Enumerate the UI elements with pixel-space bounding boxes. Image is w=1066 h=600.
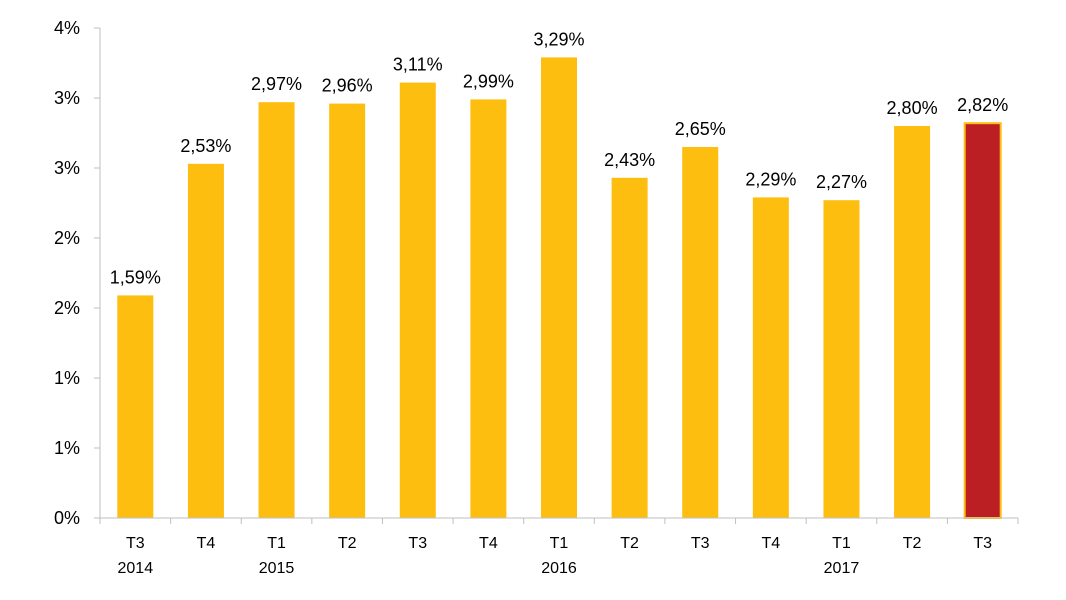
bar [823,200,860,518]
x-tick-label-quarter: T2 [903,535,922,552]
x-tick-label-quarter: T3 [973,535,992,552]
data-labels: 1,59% 2,53% 2,97% 2,96% 3,11% 2,99% 3,29% 2,43%… [110,29,1008,287]
data-label: 2,96% [322,76,373,96]
x-tick-label-year: 2014 [118,560,154,577]
y-tick-label: 4% [54,18,80,38]
data-label: 2,97% [251,74,302,94]
x-tick-label-quarter: T2 [620,535,639,552]
data-label: 2,82% [957,95,1008,115]
x-tick-label-quarter: T3 [126,535,145,552]
x-tick-label-quarter: T4 [479,535,498,552]
x-tick-label-quarter: T2 [338,535,357,552]
data-label: 2,43% [604,150,655,170]
bar [752,197,789,518]
bar [541,57,577,519]
y-tick-label: 2% [54,228,80,248]
bar [258,102,295,518]
y-axis: 0% 1% 1% 2% 2% 3% 3% 4% [54,18,101,528]
data-label: 3,29% [533,29,584,49]
y-tick-label: 3% [54,88,80,108]
y-tick-label: 1% [54,368,80,388]
bar [399,82,436,518]
x-tick-label-quarter: T4 [762,535,781,552]
x-tick-label-quarter: T1 [832,535,851,552]
bar [682,147,719,518]
bar [470,99,507,519]
bar [117,295,154,518]
y-tick-label: 1% [54,438,80,458]
bars [117,57,1002,519]
data-label: 2,80% [887,98,938,118]
y-tick-label: 0% [54,508,80,528]
bar [187,163,224,519]
bar [611,177,648,519]
data-label: 2,53% [180,136,231,156]
x-tick-label-year: 2016 [541,560,577,577]
x-tick-label-year: 2015 [259,560,295,577]
x-tick-label-quarter: T4 [197,535,216,552]
data-label: 2,29% [745,169,796,189]
bar-highlight [963,122,1002,519]
x-tick-label-year: 2017 [824,560,860,577]
y-tick-label: 2% [54,298,80,318]
x-axis: T3 2014 T4 T1 2015 T2 T3 T4 T1 2016 T2 T3 T4 T1 2017 T2… [99,517,1019,577]
data-label: 2,65% [675,119,726,139]
x-tick-label-quarter: T3 [408,535,427,552]
x-tick-label-quarter: T3 [691,535,710,552]
data-label: 1,59% [110,267,161,287]
data-label: 2,99% [463,71,514,91]
y-tick-label: 3% [54,158,80,178]
data-label: 3,11% [393,55,443,75]
x-tick-label-quarter: T1 [550,535,569,552]
x-tick-label-quarter: T1 [267,535,286,552]
bar [894,126,931,518]
data-label: 2,27% [816,172,867,192]
bar [329,103,366,518]
